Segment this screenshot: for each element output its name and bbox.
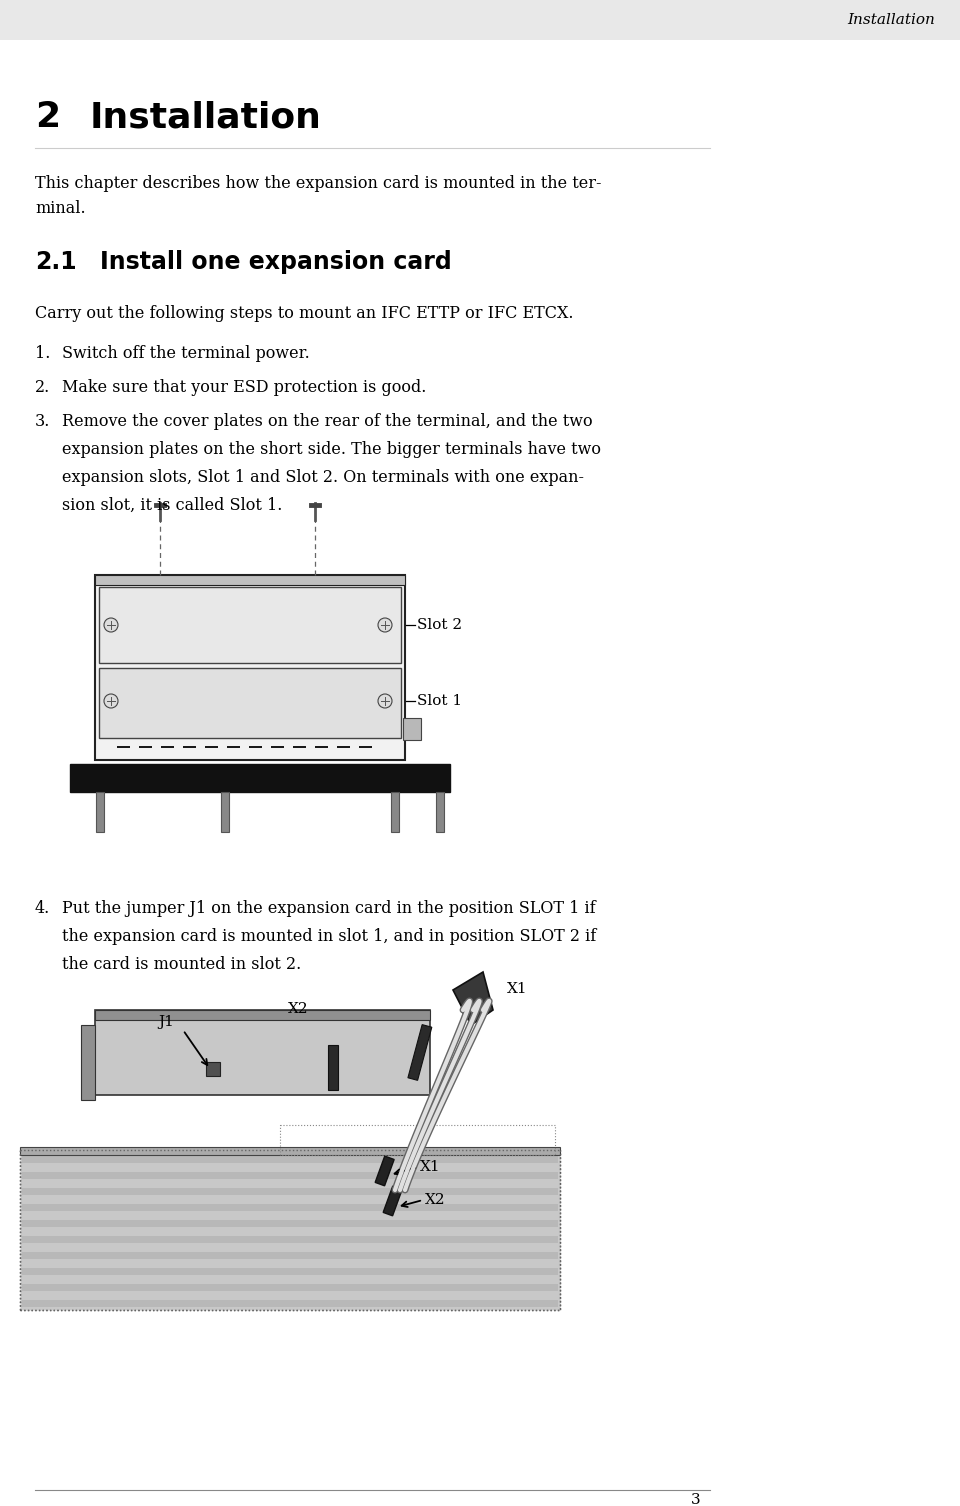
Text: expansion plates on the short side. The bigger terminals have two: expansion plates on the short side. The … <box>62 441 601 458</box>
Text: X2: X2 <box>288 1001 308 1017</box>
Bar <box>22 1220 558 1227</box>
Bar <box>383 1187 402 1215</box>
Bar <box>95 575 405 761</box>
Bar <box>99 669 401 738</box>
Bar <box>99 587 401 663</box>
Text: Slot 1: Slot 1 <box>417 694 462 708</box>
Text: X1: X1 <box>420 1160 441 1175</box>
Bar <box>22 1300 558 1307</box>
Bar <box>249 745 262 748</box>
Circle shape <box>378 617 392 633</box>
Bar <box>139 745 152 748</box>
Bar <box>315 745 328 748</box>
Bar <box>436 792 444 831</box>
Circle shape <box>378 694 392 708</box>
Text: 2.: 2. <box>35 380 50 396</box>
Text: 2: 2 <box>35 99 60 134</box>
Text: X2: X2 <box>425 1193 445 1206</box>
Bar <box>408 1024 432 1080</box>
Text: 2.1: 2.1 <box>35 250 77 274</box>
Text: This chapter describes how the expansion card is mounted in the ter-
minal.: This chapter describes how the expansion… <box>35 175 602 217</box>
Bar <box>22 1268 558 1276</box>
Bar <box>328 1045 338 1090</box>
Text: X1: X1 <box>507 982 528 995</box>
Bar <box>95 575 405 584</box>
Bar <box>22 1285 558 1291</box>
Text: Install one expansion card: Install one expansion card <box>100 250 452 274</box>
Bar <box>96 792 104 831</box>
Bar <box>22 1251 558 1259</box>
Bar <box>22 1236 558 1242</box>
Bar <box>206 1062 220 1075</box>
Bar <box>20 1148 560 1155</box>
Text: Put the jumper J1 on the expansion card in the position SLOT 1 if: Put the jumper J1 on the expansion card … <box>62 901 595 917</box>
Text: Installation: Installation <box>90 99 322 134</box>
Text: expansion slots, Slot 1 and Slot 2. On terminals with one expan-: expansion slots, Slot 1 and Slot 2. On t… <box>62 468 584 486</box>
Text: Carry out the following steps to mount an IFC ETTP or IFC ETCX.: Carry out the following steps to mount a… <box>35 306 573 322</box>
Text: 3: 3 <box>690 1492 700 1506</box>
Bar <box>22 1172 558 1179</box>
Text: the expansion card is mounted in slot 1, and in position SLOT 2 if: the expansion card is mounted in slot 1,… <box>62 928 596 944</box>
Bar <box>22 1157 558 1163</box>
Text: Slot 2: Slot 2 <box>417 617 462 633</box>
Bar <box>22 1203 558 1211</box>
Bar <box>117 745 130 748</box>
Text: 3.: 3. <box>35 413 50 431</box>
Bar <box>337 745 350 748</box>
Bar <box>0 0 960 41</box>
Text: Make sure that your ESD protection is good.: Make sure that your ESD protection is go… <box>62 380 426 396</box>
Bar <box>271 745 284 748</box>
Bar <box>227 745 240 748</box>
Bar <box>70 764 450 792</box>
Bar <box>359 745 372 748</box>
Bar <box>293 745 306 748</box>
Bar <box>81 1026 95 1099</box>
Polygon shape <box>453 971 493 1026</box>
Bar <box>403 718 421 739</box>
Text: the card is mounted in slot 2.: the card is mounted in slot 2. <box>62 956 301 973</box>
Text: Switch off the terminal power.: Switch off the terminal power. <box>62 345 310 361</box>
Text: 4.: 4. <box>35 901 50 917</box>
Bar <box>95 1011 430 1095</box>
Bar <box>20 1151 560 1310</box>
Text: J1: J1 <box>158 1015 174 1029</box>
Bar <box>221 792 229 831</box>
Bar <box>161 745 174 748</box>
Bar <box>375 1157 395 1185</box>
Bar <box>391 792 399 831</box>
Text: sion slot, it is called Slot 1.: sion slot, it is called Slot 1. <box>62 497 282 514</box>
Circle shape <box>104 617 118 633</box>
Bar <box>22 1188 558 1194</box>
Bar <box>183 745 196 748</box>
Text: 1.: 1. <box>35 345 50 361</box>
Circle shape <box>104 694 118 708</box>
Text: Remove the cover plates on the rear of the terminal, and the two: Remove the cover plates on the rear of t… <box>62 413 592 431</box>
Text: Installation: Installation <box>847 14 935 27</box>
Bar <box>205 745 218 748</box>
Bar <box>95 1011 430 1020</box>
